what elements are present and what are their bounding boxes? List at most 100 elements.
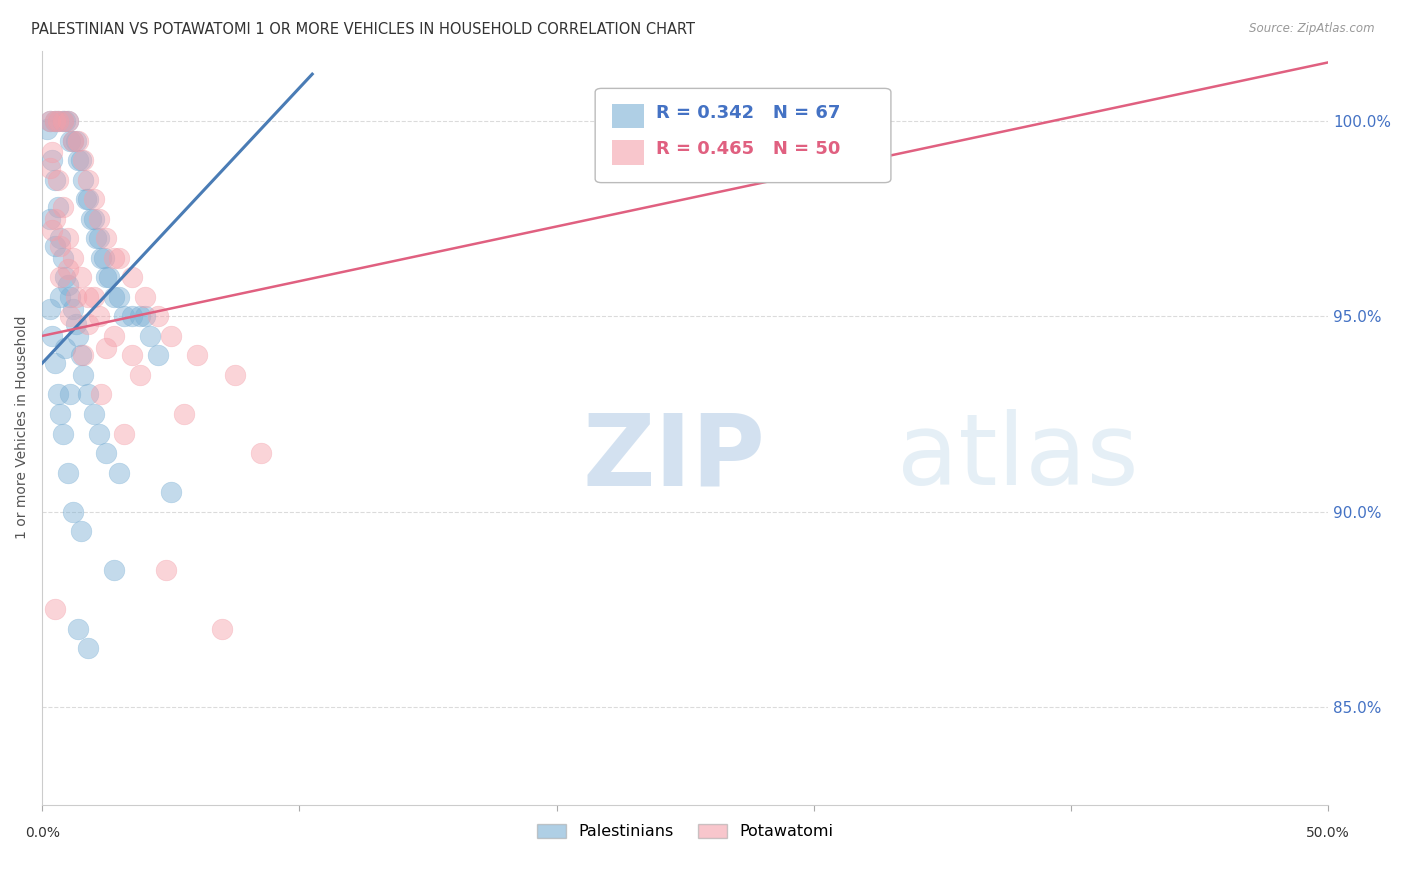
Text: 50.0%: 50.0%: [1306, 826, 1350, 840]
Point: [80, 211, 103, 226]
Point: [121, 348, 143, 362]
Text: Source: ZipAtlas.com: Source: ZipAtlas.com: [1250, 22, 1375, 36]
Point: [134, 310, 156, 324]
Point: [98, 270, 121, 285]
Text: atlas: atlas: [897, 409, 1139, 507]
Point: [96, 446, 118, 460]
Point: [41, 223, 63, 237]
Point: [77, 387, 100, 401]
Point: [59, 387, 82, 401]
Point: [49, 270, 72, 285]
Point: [69, 348, 91, 362]
Point: [87, 310, 110, 324]
Point: [146, 310, 169, 324]
Point: [224, 368, 246, 382]
Point: [49, 407, 72, 421]
Point: [37, 121, 59, 136]
Point: [129, 310, 152, 324]
Point: [121, 270, 143, 285]
Point: [46, 387, 69, 401]
Legend: Palestinians, Potawatomi: Palestinians, Potawatomi: [530, 817, 839, 846]
Point: [49, 231, 72, 245]
Point: [38, 114, 60, 128]
Point: [87, 426, 110, 441]
Point: [59, 310, 82, 324]
Point: [249, 446, 271, 460]
Point: [83, 211, 105, 226]
Point: [38, 301, 60, 316]
Point: [38, 211, 60, 226]
Point: [56, 114, 79, 128]
Point: [72, 172, 94, 186]
Point: [56, 231, 79, 245]
Point: [46, 114, 69, 128]
Point: [65, 317, 87, 331]
Point: [44, 239, 66, 253]
Bar: [612, 104, 644, 128]
Point: [38, 114, 60, 128]
Point: [67, 153, 90, 167]
Point: [87, 231, 110, 245]
Point: [134, 290, 156, 304]
Point: [52, 200, 75, 214]
Point: [103, 329, 125, 343]
Point: [62, 251, 84, 265]
Point: [103, 251, 125, 265]
Point: [41, 145, 63, 160]
Point: [52, 426, 75, 441]
Point: [41, 153, 63, 167]
Point: [53, 341, 76, 355]
Point: [46, 200, 69, 214]
Point: [44, 114, 66, 128]
Point: [69, 153, 91, 167]
Point: [69, 270, 91, 285]
Point: [56, 114, 79, 128]
Point: [87, 211, 110, 226]
Point: [84, 231, 107, 245]
Point: [46, 114, 69, 128]
Point: [72, 368, 94, 382]
Point: [69, 524, 91, 539]
Point: [83, 407, 105, 421]
Point: [52, 114, 75, 128]
Point: [129, 368, 152, 382]
Point: [62, 134, 84, 148]
Point: [44, 356, 66, 370]
Text: PALESTINIAN VS POTAWATOMI 1 OR MORE VEHICLES IN HOUSEHOLD CORRELATION CHART: PALESTINIAN VS POTAWATOMI 1 OR MORE VEHI…: [31, 22, 695, 37]
Point: [72, 348, 94, 362]
Point: [67, 134, 90, 148]
Point: [77, 317, 100, 331]
Point: [62, 505, 84, 519]
Point: [49, 239, 72, 253]
Point: [44, 602, 66, 616]
Point: [56, 262, 79, 277]
Point: [93, 251, 115, 265]
Point: [67, 622, 90, 636]
Point: [52, 251, 75, 265]
Point: [65, 290, 87, 304]
Point: [83, 290, 105, 304]
Point: [72, 153, 94, 167]
Text: 0.0%: 0.0%: [25, 826, 59, 840]
Point: [44, 114, 66, 128]
Text: R = 0.465   N = 50: R = 0.465 N = 50: [655, 140, 839, 159]
Point: [121, 310, 143, 324]
FancyBboxPatch shape: [595, 88, 891, 183]
Point: [65, 134, 87, 148]
Point: [114, 426, 136, 441]
Point: [139, 329, 162, 343]
Point: [96, 231, 118, 245]
Point: [56, 466, 79, 480]
Point: [186, 348, 208, 362]
Point: [41, 329, 63, 343]
Point: [62, 134, 84, 148]
Point: [53, 270, 76, 285]
Point: [44, 211, 66, 226]
Point: [56, 278, 79, 293]
Point: [77, 172, 100, 186]
Point: [96, 341, 118, 355]
Text: ZIP: ZIP: [582, 409, 765, 507]
Point: [46, 172, 69, 186]
Point: [159, 329, 181, 343]
Point: [90, 387, 112, 401]
